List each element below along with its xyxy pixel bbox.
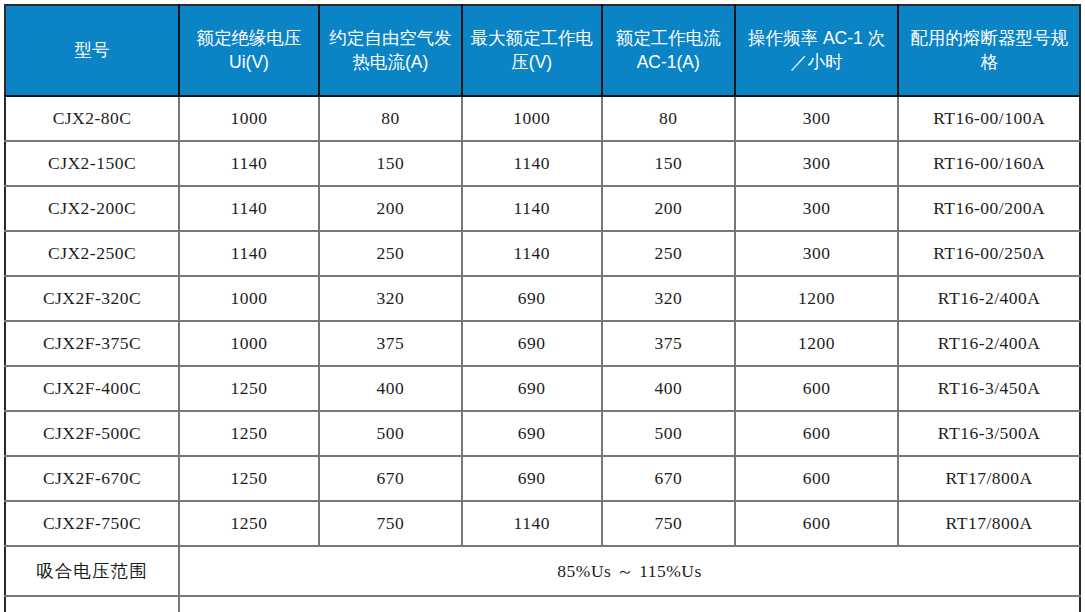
table-body: CJX2-80C 1000 80 1000 80 300 RT16-00/100… [5,96,1080,612]
table-row: CJX2F-500C 1250 500 690 500 600 RT16-3/5… [5,411,1080,456]
header-cell-insulation-voltage: 额定绝缘电压 Ui(V) [179,5,319,96]
cell-model: CJX2-150C [5,141,179,186]
table-row: CJX2F-670C 1250 670 690 670 600 RT17/800… [5,456,1080,501]
table-row: CJX2-150C 1140 150 1140 150 300 RT16-00/… [5,141,1080,186]
cell-ac1-current: 500 [602,411,735,456]
cell-thermal-current: 670 [319,456,462,501]
cell-fuse-spec: RT16-3/450A [898,366,1080,411]
cell-operation-frequency: 600 [735,411,898,456]
header-cell-max-working-voltage: 最大额定工作电压(V) [462,5,602,96]
table-row: CJX2F-750C 1250 750 1140 750 600 RT17/80… [5,501,1080,546]
cell-ac1-current: 250 [602,231,735,276]
cell-model: CJX2-80C [5,96,179,141]
cell-model: CJX2F-750C [5,501,179,546]
cell-thermal-current: 500 [319,411,462,456]
cell-ac1-current: 80 [602,96,735,141]
cell-model: CJX2-200C [5,186,179,231]
cell-fuse-spec: RT16-00/160A [898,141,1080,186]
cell-thermal-current: 400 [319,366,462,411]
header-cell-model: 型号 [5,5,179,96]
cell-ac1-current: 670 [602,456,735,501]
cell-fuse-spec: RT16-00/200A [898,186,1080,231]
cell-thermal-current: 200 [319,186,462,231]
header-cell-ac1-current: 额定工作电流 AC-1(A) [602,5,735,96]
cell-ac1-current: 375 [602,321,735,366]
cell-insulation-voltage: 1000 [179,321,319,366]
cell-operation-frequency: 600 [735,456,898,501]
cell-fuse-spec: RT16-00/100A [898,96,1080,141]
cell-operation-frequency: 300 [735,96,898,141]
cell-operation-frequency: 600 [735,366,898,411]
cell-thermal-current: 250 [319,231,462,276]
cell-ac1-current: 320 [602,276,735,321]
cell-operation-frequency: 1200 [735,276,898,321]
cell-operation-frequency: 300 [735,231,898,276]
cell-max-working-voltage: 1000 [462,96,602,141]
cell-fuse-spec: RT16-00/250A [898,231,1080,276]
header-cell-thermal-current: 约定自由空气发热电流(A) [319,5,462,96]
table-row: CJX2-250C 1140 250 1140 250 300 RT16-00/… [5,231,1080,276]
release-voltage-row: 释放电压范围 20%Us ～ 75%Us（交流）；10%Us ～ 70%Us（直… [5,596,1080,612]
cell-max-working-voltage: 690 [462,276,602,321]
cell-operation-frequency: 600 [735,501,898,546]
cell-insulation-voltage: 1250 [179,501,319,546]
cell-insulation-voltage: 1140 [179,141,319,186]
cell-max-working-voltage: 690 [462,366,602,411]
cell-insulation-voltage: 1250 [179,411,319,456]
cell-insulation-voltage: 1140 [179,231,319,276]
cell-max-working-voltage: 1140 [462,186,602,231]
cell-ac1-current: 400 [602,366,735,411]
cell-operation-frequency: 1200 [735,321,898,366]
cell-fuse-spec: RT16-3/500A [898,411,1080,456]
cell-fuse-spec: RT17/800A [898,456,1080,501]
pickup-voltage-label: 吸合电压范围 [5,546,179,596]
cell-max-working-voltage: 690 [462,411,602,456]
cell-max-working-voltage: 1140 [462,231,602,276]
table-row: CJX2-200C 1140 200 1140 200 300 RT16-00/… [5,186,1080,231]
cell-model: CJX2F-500C [5,411,179,456]
cell-insulation-voltage: 1000 [179,96,319,141]
cell-max-working-voltage: 1140 [462,141,602,186]
cell-ac1-current: 750 [602,501,735,546]
cell-thermal-current: 750 [319,501,462,546]
table-row: CJX2F-320C 1000 320 690 320 1200 RT16-2/… [5,276,1080,321]
cell-insulation-voltage: 1250 [179,456,319,501]
header-row: 型号 额定绝缘电压 Ui(V) 约定自由空气发热电流(A) 最大额定工作电压(V… [5,5,1080,96]
cell-thermal-current: 375 [319,321,462,366]
cell-model: CJX2F-375C [5,321,179,366]
header-cell-operation-frequency: 操作频率 AC-1 次／小时 [735,5,898,96]
cell-max-working-voltage: 690 [462,456,602,501]
cell-insulation-voltage: 1140 [179,186,319,231]
cell-fuse-spec: RT16-2/400A [898,276,1080,321]
cell-ac1-current: 200 [602,186,735,231]
cell-model: CJX2F-670C [5,456,179,501]
cell-max-working-voltage: 690 [462,321,602,366]
cell-max-working-voltage: 1140 [462,501,602,546]
release-voltage-label: 释放电压范围 [5,596,179,612]
cell-insulation-voltage: 1000 [179,276,319,321]
cell-fuse-spec: RT16-2/400A [898,321,1080,366]
pickup-voltage-row: 吸合电压范围 85%Us ～ 115%Us [5,546,1080,596]
table-row: CJX2-80C 1000 80 1000 80 300 RT16-00/100… [5,96,1080,141]
cell-fuse-spec: RT17/800A [898,501,1080,546]
cell-operation-frequency: 300 [735,141,898,186]
cell-ac1-current: 150 [602,141,735,186]
cell-model: CJX2F-320C [5,276,179,321]
pickup-voltage-value: 85%Us ～ 115%Us [179,546,1080,596]
cell-insulation-voltage: 1250 [179,366,319,411]
table-row: CJX2F-375C 1000 375 690 375 1200 RT16-2/… [5,321,1080,366]
table-header: 型号 额定绝缘电压 Ui(V) 约定自由空气发热电流(A) 最大额定工作电压(V… [5,5,1080,96]
cell-thermal-current: 150 [319,141,462,186]
header-cell-fuse-spec: 配用的熔断器型号规格 [898,5,1080,96]
cell-model: CJX2F-400C [5,366,179,411]
page: 型号 额定绝缘电压 Ui(V) 约定自由空气发热电流(A) 最大额定工作电压(V… [0,0,1085,612]
cell-operation-frequency: 300 [735,186,898,231]
table-row: CJX2F-400C 1250 400 690 400 600 RT16-3/4… [5,366,1080,411]
cell-thermal-current: 320 [319,276,462,321]
contactor-spec-table: 型号 额定绝缘电压 Ui(V) 约定自由空气发热电流(A) 最大额定工作电压(V… [4,4,1081,612]
cell-thermal-current: 80 [319,96,462,141]
cell-model: CJX2-250C [5,231,179,276]
release-voltage-value: 20%Us ～ 75%Us（交流）；10%Us ～ 70%Us（直流） [179,596,1080,612]
